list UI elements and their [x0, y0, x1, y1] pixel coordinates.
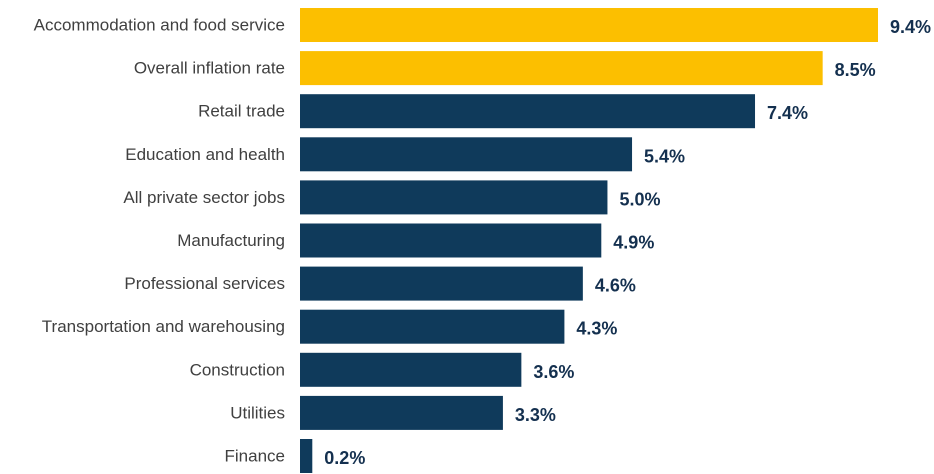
bar [300, 8, 878, 42]
bar-row: Accommodation and food service 9.4% [34, 8, 931, 42]
bar-row: Overall inflation rate 8.5% [134, 51, 876, 86]
bar [300, 266, 583, 301]
category-label: Utilities [230, 403, 285, 422]
value-label: 8.5% [835, 60, 876, 80]
value-label: 9.4% [890, 17, 931, 37]
bar [300, 309, 565, 344]
bar [300, 439, 313, 473]
bar-row: Finance 0.2% [225, 439, 365, 473]
bar [300, 223, 602, 258]
bar-row: Professional services 4.6% [124, 266, 636, 301]
bar-row: Construction 3.6% [190, 352, 574, 387]
value-label: 4.9% [613, 233, 654, 253]
bar-row: Manufacturing 4.9% [177, 223, 654, 258]
value-label: 3.6% [533, 362, 574, 382]
bar-row: All private sector jobs 5.0% [123, 180, 660, 215]
category-label: Finance [225, 447, 285, 466]
bar [300, 94, 756, 129]
value-label: 3.3% [515, 405, 556, 425]
bar-row: Education and health 5.4% [125, 137, 685, 172]
value-label: 4.6% [595, 276, 636, 296]
category-label: Retail trade [198, 102, 285, 121]
bar [300, 352, 522, 387]
category-label: Professional services [124, 274, 285, 293]
value-label: 7.4% [767, 103, 808, 123]
category-label: Overall inflation rate [134, 59, 285, 78]
bar [300, 51, 823, 86]
value-label: 5.0% [619, 189, 660, 209]
bar [300, 180, 608, 215]
bar-row: Utilities 3.3% [230, 395, 556, 430]
category-label: Accommodation and food service [34, 16, 285, 35]
category-label: Construction [190, 360, 285, 379]
value-label: 5.4% [644, 146, 685, 166]
value-label: 0.2% [324, 448, 365, 468]
category-label: All private sector jobs [123, 188, 285, 207]
bar [300, 137, 633, 172]
category-label: Education and health [125, 145, 285, 164]
bar-row: Retail trade 7.4% [198, 94, 808, 129]
category-label: Manufacturing [177, 231, 285, 250]
bar-row: Transportation and warehousing 4.3% [42, 309, 617, 344]
value-label: 4.3% [576, 319, 617, 339]
category-label: Transportation and warehousing [42, 317, 285, 336]
bar [300, 395, 503, 430]
